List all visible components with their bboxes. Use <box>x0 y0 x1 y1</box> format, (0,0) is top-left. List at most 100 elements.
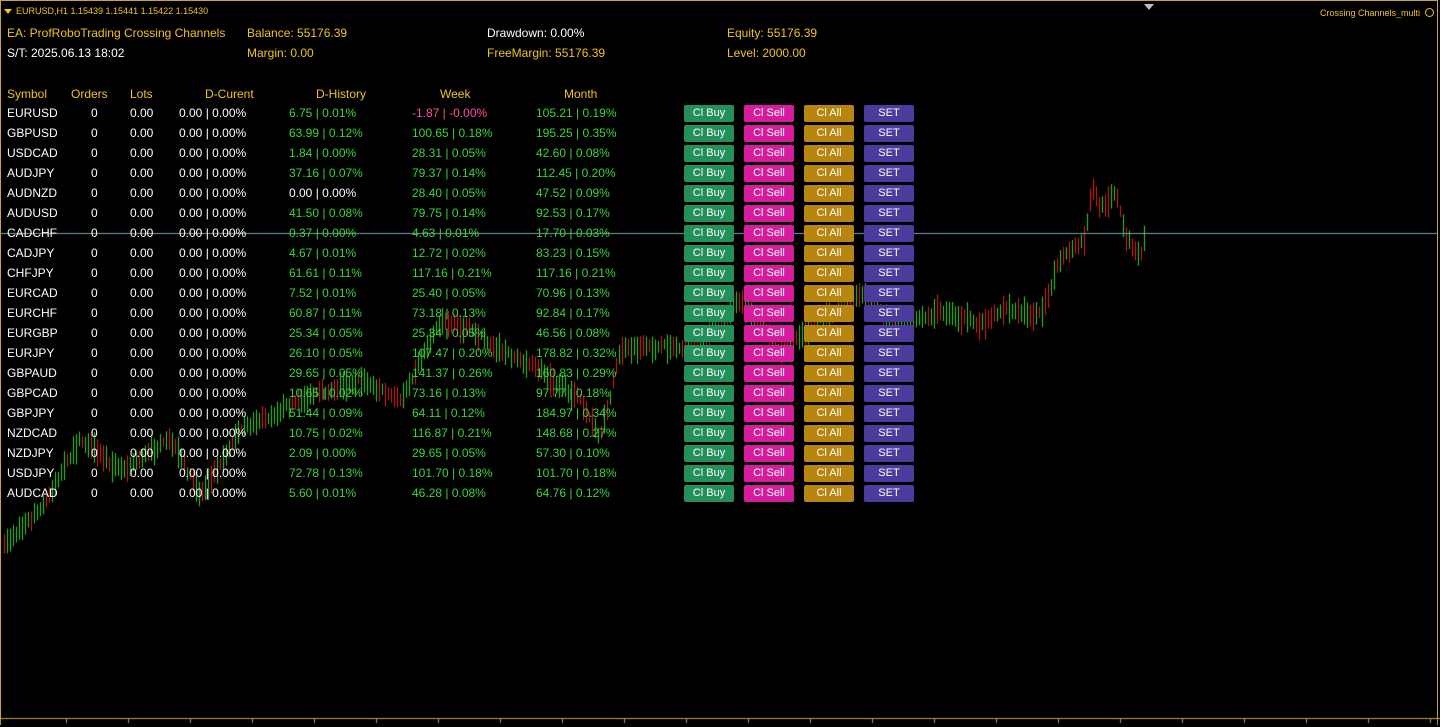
close-all-button[interactable]: Cl All <box>804 405 854 422</box>
close-buy-button[interactable]: Cl Buy <box>684 285 734 302</box>
close-all-button[interactable]: Cl All <box>804 165 854 182</box>
close-all-button[interactable]: Cl All <box>804 265 854 282</box>
close-all-button[interactable]: Cl All <box>804 365 854 382</box>
table-row: CADCHF 0 0.00 0.00 | 0.00% 0.37 | 0.00% 4.63 … <box>0 223 920 243</box>
symbol-info: EURUSD,H1 1.15439 1.15441 1.15422 1.1543… <box>16 6 209 16</box>
set-button[interactable]: SET <box>864 325 914 342</box>
close-all-button[interactable]: Cl All <box>804 425 854 442</box>
set-button[interactable]: SET <box>864 185 914 202</box>
close-buy-button[interactable]: Cl Buy <box>684 485 734 502</box>
close-sell-button[interactable]: Cl Sell <box>744 265 794 282</box>
close-all-button[interactable]: Cl All <box>804 245 854 262</box>
close-all-button[interactable]: Cl All <box>804 125 854 142</box>
month-cell: 42.60 | 0.08% <box>536 146 610 160</box>
close-buy-button[interactable]: Cl Buy <box>684 145 734 162</box>
table-row: EURGBP 0 0.00 0.00 | 0.00% 25.34 | 0.05% 25.3… <box>0 323 920 343</box>
close-buy-button[interactable]: Cl Buy <box>684 265 734 282</box>
close-sell-button[interactable]: Cl Sell <box>744 485 794 502</box>
set-button[interactable]: SET <box>864 465 914 482</box>
close-all-button[interactable]: Cl All <box>804 185 854 202</box>
close-sell-button[interactable]: Cl Sell <box>744 465 794 482</box>
close-icon[interactable] <box>1425 8 1434 17</box>
set-button[interactable]: SET <box>864 145 914 162</box>
close-all-button[interactable]: Cl All <box>804 465 854 482</box>
dropdown-triangle-icon[interactable] <box>4 8 12 14</box>
close-all-button[interactable]: Cl All <box>804 445 854 462</box>
lots-cell: 0.00 <box>130 486 154 500</box>
set-button[interactable]: SET <box>864 445 914 462</box>
close-buy-button[interactable]: Cl Buy <box>684 125 734 142</box>
close-buy-button[interactable]: Cl Buy <box>684 165 734 182</box>
set-button[interactable]: SET <box>864 385 914 402</box>
close-all-button[interactable]: Cl All <box>804 225 854 242</box>
close-sell-button[interactable]: Cl Sell <box>744 425 794 442</box>
close-all-button[interactable]: Cl All <box>804 485 854 502</box>
set-button[interactable]: SET <box>864 245 914 262</box>
shift-marker-icon[interactable] <box>1144 4 1154 10</box>
symbol-cell: NZDJPY <box>7 446 54 460</box>
close-sell-button[interactable]: Cl Sell <box>744 125 794 142</box>
d-history-cell: 0.37 | 0.00% <box>289 226 357 240</box>
set-button[interactable]: SET <box>864 485 914 502</box>
close-sell-button[interactable]: Cl Sell <box>744 405 794 422</box>
close-sell-button[interactable]: Cl Sell <box>744 145 794 162</box>
close-sell-button[interactable]: Cl Sell <box>744 285 794 302</box>
close-buy-button[interactable]: Cl Buy <box>684 385 734 402</box>
set-button[interactable]: SET <box>864 345 914 362</box>
close-all-button[interactable]: Cl All <box>804 205 854 222</box>
close-buy-button[interactable]: Cl Buy <box>684 305 734 322</box>
header-orders: Orders <box>71 87 108 101</box>
close-sell-button[interactable]: Cl Sell <box>744 445 794 462</box>
week-cell: 25.40 | 0.05% <box>412 286 486 300</box>
indicator-name: Crossing Channels_multi <box>1319 8 1420 18</box>
close-all-button[interactable]: Cl All <box>804 305 854 322</box>
close-all-button[interactable]: Cl All <box>804 385 854 402</box>
set-button[interactable]: SET <box>864 405 914 422</box>
close-sell-button[interactable]: Cl Sell <box>744 365 794 382</box>
close-buy-button[interactable]: Cl Buy <box>684 365 734 382</box>
close-buy-button[interactable]: Cl Buy <box>684 325 734 342</box>
close-buy-button[interactable]: Cl Buy <box>684 405 734 422</box>
close-all-button[interactable]: Cl All <box>804 145 854 162</box>
lots-cell: 0.00 <box>130 166 154 180</box>
close-sell-button[interactable]: Cl Sell <box>744 185 794 202</box>
set-button[interactable]: SET <box>864 265 914 282</box>
d-curent-cell: 0.00 | 0.00% <box>179 466 247 480</box>
set-button[interactable]: SET <box>864 205 914 222</box>
set-button[interactable]: SET <box>864 365 914 382</box>
close-sell-button[interactable]: Cl Sell <box>744 165 794 182</box>
set-button[interactable]: SET <box>864 105 914 122</box>
close-buy-button[interactable]: Cl Buy <box>684 245 734 262</box>
d-curent-cell: 0.00 | 0.00% <box>179 446 247 460</box>
close-all-button[interactable]: Cl All <box>804 285 854 302</box>
close-buy-button[interactable]: Cl Buy <box>684 225 734 242</box>
symbol-cell: AUDCAD <box>7 486 58 500</box>
close-sell-button[interactable]: Cl Sell <box>744 325 794 342</box>
close-buy-button[interactable]: Cl Buy <box>684 425 734 442</box>
close-buy-button[interactable]: Cl Buy <box>684 105 734 122</box>
close-sell-button[interactable]: Cl Sell <box>744 345 794 362</box>
close-sell-button[interactable]: Cl Sell <box>744 245 794 262</box>
set-button[interactable]: SET <box>864 125 914 142</box>
close-sell-button[interactable]: Cl Sell <box>744 205 794 222</box>
close-sell-button[interactable]: Cl Sell <box>744 305 794 322</box>
close-all-button[interactable]: Cl All <box>804 105 854 122</box>
close-sell-button[interactable]: Cl Sell <box>744 385 794 402</box>
set-button[interactable]: SET <box>864 305 914 322</box>
table-row: NZDJPY 0 0.00 0.00 | 0.00% 2.09 | 0.00% 29.65… <box>0 443 920 463</box>
close-buy-button[interactable]: Cl Buy <box>684 205 734 222</box>
close-buy-button[interactable]: Cl Buy <box>684 465 734 482</box>
set-button[interactable]: SET <box>864 425 914 442</box>
close-buy-button[interactable]: Cl Buy <box>684 345 734 362</box>
close-all-button[interactable]: Cl All <box>804 345 854 362</box>
d-history-cell: 51.44 | 0.09% <box>289 406 363 420</box>
close-buy-button[interactable]: Cl Buy <box>684 185 734 202</box>
close-all-button[interactable]: Cl All <box>804 325 854 342</box>
close-sell-button[interactable]: Cl Sell <box>744 225 794 242</box>
set-button[interactable]: SET <box>864 225 914 242</box>
set-button[interactable]: SET <box>864 285 914 302</box>
close-buy-button[interactable]: Cl Buy <box>684 445 734 462</box>
orders-cell: 0 <box>91 246 98 260</box>
set-button[interactable]: SET <box>864 165 914 182</box>
close-sell-button[interactable]: Cl Sell <box>744 105 794 122</box>
